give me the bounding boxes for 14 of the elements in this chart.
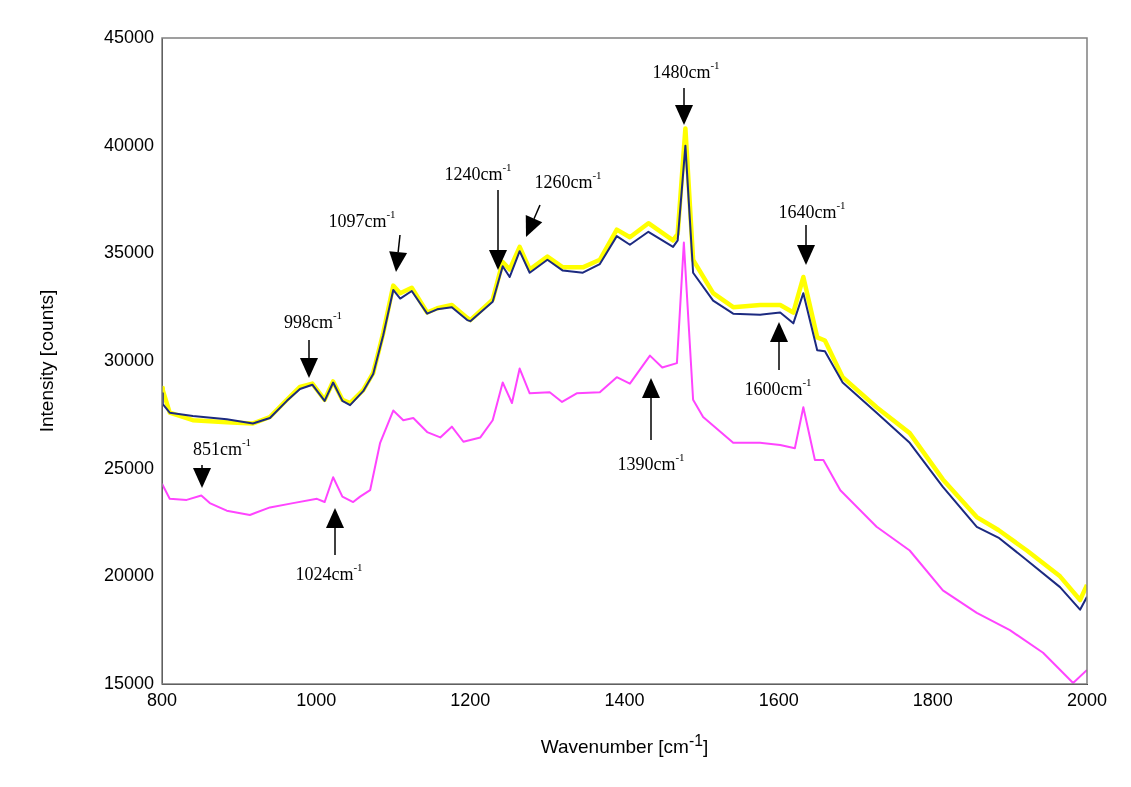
x-tick-label: 2000 [1066,689,1108,710]
x-tick-label: 1000 [296,689,337,710]
y-tick-label: 20000 [103,565,154,586]
y-tick-label: 25000 [103,457,154,478]
x-tick-label: 1800 [912,689,953,710]
x-tick-label: 1600 [758,689,799,710]
x-axis-title: Wavenumber [cm$^{-1}$] [539,732,710,759]
x-tick-label: 1200 [450,689,491,710]
x-tick-label: 1400 [604,689,645,710]
y-tick-label: 35000 [103,242,154,263]
y-axis-title: Intensity [counts] [36,289,58,433]
y-tick-label: 45000 [103,26,154,47]
y-tick-label: 40000 [103,134,154,155]
y-tick-label: 30000 [103,349,154,370]
